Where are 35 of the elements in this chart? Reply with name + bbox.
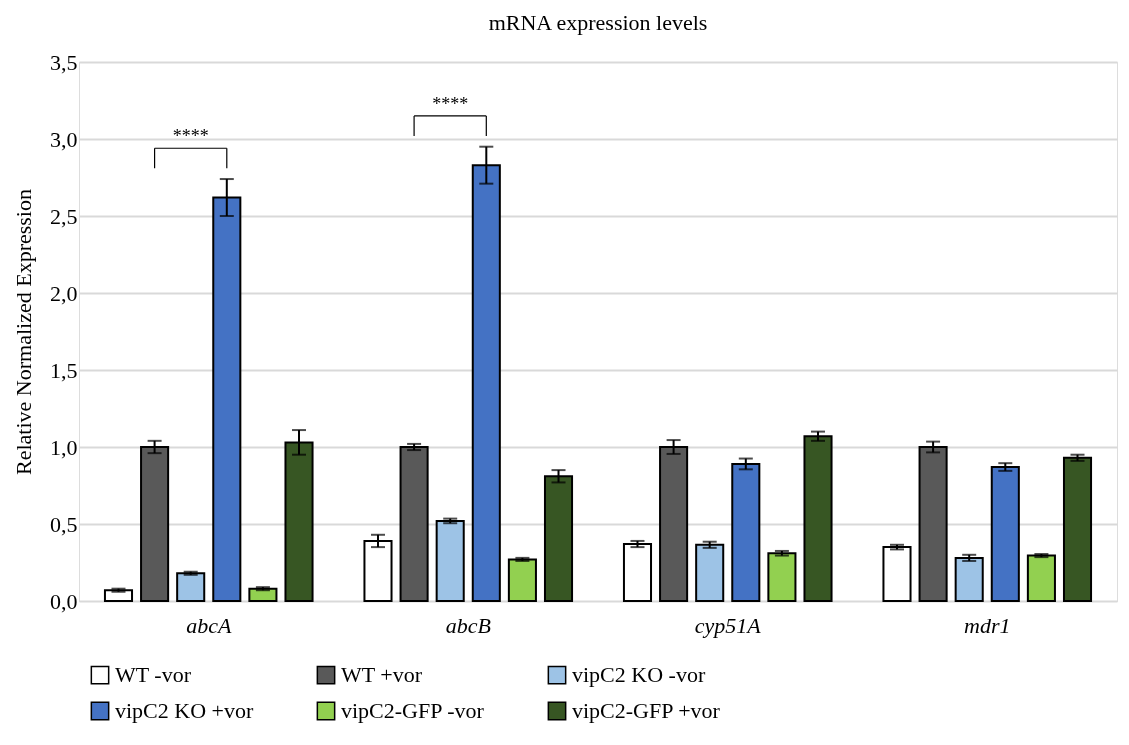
bar [140, 446, 170, 602]
bar [1026, 554, 1056, 602]
bar [803, 435, 833, 602]
bar [363, 539, 393, 602]
x-tick-label: abcB [445, 612, 491, 638]
y-tick-label: 1,0 [50, 434, 78, 460]
x-tick-label: cyp51A [694, 612, 762, 638]
x-tick-label: mdr1 [964, 612, 1011, 638]
chart-title: mRNA expression levels [488, 10, 708, 35]
y-axis-title: Relative Normalized Expression [11, 189, 36, 475]
bar [622, 543, 653, 602]
legend-label: vipC2-GFP +vor [572, 698, 721, 723]
y-tick-label: 2,5 [50, 203, 78, 229]
bar [1062, 456, 1093, 602]
legend-label: vipC2-GFP -vor [341, 698, 485, 723]
annotation: **** [432, 93, 469, 114]
bar [882, 546, 912, 602]
legend-label: vipC2 KO -vor [572, 662, 706, 688]
bar [543, 475, 574, 602]
y-tick-label: 3,0 [50, 126, 78, 152]
bar [176, 572, 206, 602]
y-tick-label: 2,0 [50, 280, 78, 306]
y-tick-label: 0,0 [50, 588, 78, 614]
annotation: **** [172, 126, 209, 147]
y-tick-label: 0,5 [50, 511, 78, 537]
x-tick-label: abcA [186, 612, 232, 638]
legend-label: WT -vor [115, 662, 192, 688]
y-tick-label: 3,5 [50, 49, 78, 75]
y-tick-label: 1,5 [50, 357, 78, 383]
bar [435, 519, 465, 602]
bar [248, 587, 278, 602]
legend-label: WT +vor [341, 662, 423, 688]
legend-label: vipC2 KO +vor [115, 698, 254, 723]
bar [507, 558, 537, 602]
bar [918, 446, 948, 602]
